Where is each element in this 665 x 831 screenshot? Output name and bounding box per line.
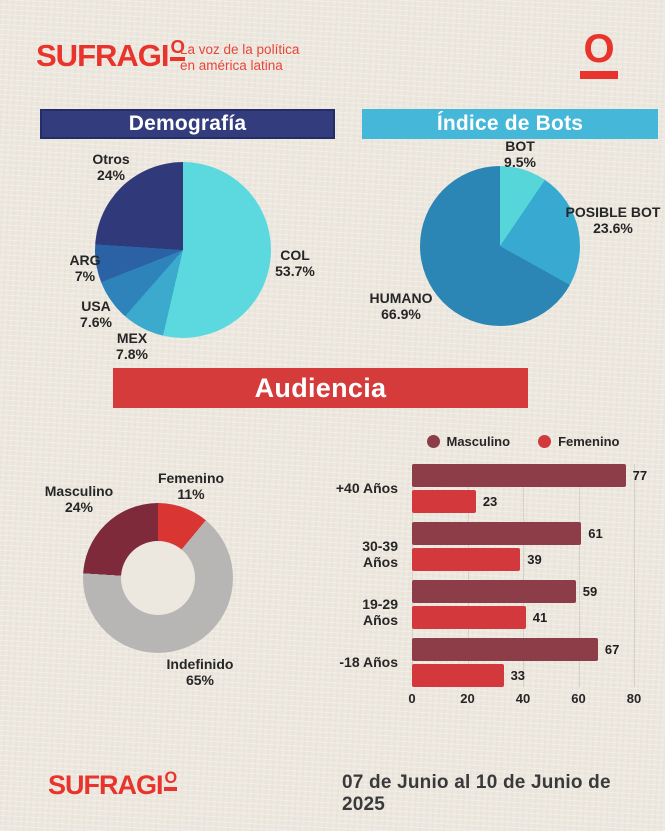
- gridline-20: [467, 464, 469, 687]
- gridline-80: [634, 464, 635, 687]
- bar-chart-legend: Masculino Femenino: [412, 433, 634, 449]
- gridline-60: [578, 464, 580, 687]
- footer-logo-o-mark: O: [163, 770, 178, 791]
- pie-label-mex: MEX 7.8%: [116, 330, 148, 363]
- legend-label-femenino: Femenino: [558, 433, 620, 449]
- x-tick-0: 0: [408, 691, 416, 706]
- bar-femenino-0: [412, 490, 476, 513]
- donut-label-femenino: Femenino 11%: [157, 470, 225, 503]
- legend-item-masculino: Masculino: [426, 433, 511, 449]
- x-tick-60: 60: [571, 691, 586, 706]
- x-tick-20: 20: [460, 691, 475, 706]
- bots-section-title: Índice de Bots: [362, 109, 658, 139]
- footer-sufragio-logo: SUFRAGI O: [48, 770, 178, 800]
- bar-value-masculino-2: 59: [582, 584, 598, 599]
- legend-item-femenino: Femenino: [538, 434, 619, 449]
- bar-category-label: 30-39 Años: [362, 538, 398, 570]
- footer-logo-text: SUFRAGI: [48, 770, 163, 800]
- pie-label-usa: USA 7.6%: [80, 298, 112, 331]
- o-badge-icon: O: [578, 28, 620, 79]
- o-badge-letter: O: [583, 27, 615, 71]
- bar-value-femenino-2: 41: [532, 610, 548, 625]
- legend-label-masculino: Masculino: [446, 433, 511, 449]
- demografia-pie-chart: [95, 162, 271, 338]
- bar-category-label: -18 Años: [339, 654, 398, 670]
- x-tick-80: 80: [626, 691, 642, 706]
- tagline-line1: La voz de la política: [180, 42, 300, 57]
- bar-femenino-2: [412, 606, 526, 629]
- date-range: 07 de Junio al 10 de Junio de 2025: [342, 772, 611, 815]
- bar-value-masculino-1: 61: [588, 526, 603, 541]
- tagline: La voz de la política en américa latina: [180, 42, 299, 74]
- pie-label-posible-bot: POSIBLE BOT 23.6%: [565, 204, 661, 237]
- bar-femenino-1: [412, 548, 521, 571]
- bar-masculino-2: [412, 580, 576, 603]
- bar-masculino-3: [412, 638, 598, 661]
- gender-donut-chart: [83, 503, 233, 653]
- pie-label-humano: HUMANO 66.9%: [369, 290, 433, 323]
- bar-value-femenino-0: 23: [482, 494, 498, 509]
- pie-label-otros: Otros 24%: [92, 151, 130, 184]
- bots-pie-chart: [420, 166, 580, 326]
- x-tick-40: 40: [515, 691, 531, 706]
- logo-o-mark: O: [169, 37, 185, 61]
- demografia-section-title: Demografía: [40, 109, 335, 139]
- sufragio-logo: SUFRAGI O: [36, 37, 185, 73]
- bar-value-femenino-3: 33: [510, 668, 526, 683]
- bar-category-label: +40 Años: [335, 480, 398, 496]
- gridline-40: [523, 464, 524, 687]
- donut-label-indefinido: Indefinido 65%: [166, 656, 234, 689]
- age-bar-chart: Masculino Femenino 0 20 40 60 80 +40 Años 77 23 3…: [330, 430, 660, 715]
- bar-masculino-0: [412, 464, 626, 487]
- bar-value-femenino-1: 39: [527, 552, 542, 567]
- bar-category-label: 19-29 Años: [362, 596, 398, 628]
- demografia-title-text: Demografía: [128, 112, 247, 135]
- bar-masculino-1: [412, 522, 582, 545]
- logo-text: SUFRAGI: [36, 38, 169, 73]
- audiencia-title-text: Audiencia: [254, 372, 387, 403]
- o-badge-underline: [580, 71, 618, 79]
- legend-dot-femenino: [538, 434, 552, 448]
- donut-label-masculino: Masculino 24%: [44, 483, 114, 516]
- pie-label-bot: BOT 9.5%: [504, 138, 536, 171]
- gridline-0: [412, 464, 413, 687]
- bar-value-masculino-0: 77: [632, 468, 648, 483]
- pie-label-arg: ARG 7%: [69, 252, 101, 285]
- bar-femenino-3: [412, 664, 504, 687]
- donut-hole: [121, 541, 195, 615]
- bar-value-masculino-3: 67: [604, 642, 620, 657]
- legend-dot-masculino: [426, 434, 440, 448]
- pie-label-col: COL 53.7%: [275, 247, 315, 280]
- bots-title-text: Índice de Bots: [436, 112, 584, 135]
- tagline-line2: en américa latina: [180, 58, 283, 74]
- audiencia-section-title: Audiencia: [113, 368, 528, 408]
